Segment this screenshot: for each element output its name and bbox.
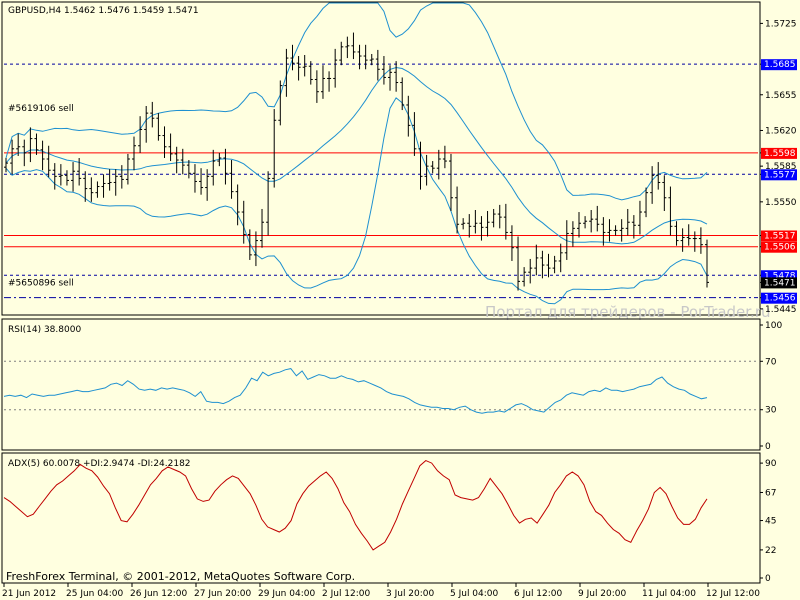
price-tag xyxy=(761,230,797,242)
price-axis-label: 1.5655 xyxy=(765,91,797,101)
price-tag-label: 1.5517 xyxy=(764,231,796,241)
horizontal-lines-group xyxy=(4,63,758,299)
price-axis-label: 1.5445 xyxy=(765,305,797,315)
time-axis-label: 29 Jun 04:00 xyxy=(258,589,315,599)
time-axis-label: 26 Jun 12:00 xyxy=(130,589,187,599)
price-tag xyxy=(761,169,797,181)
time-axis: 21 Jun 2012 25 Jun 04:00 26 Jun 12:00 27 Ju… xyxy=(2,583,760,599)
time-axis-label: 3 Jul 20:00 xyxy=(386,589,435,599)
price-panel: GBPUSD,H4 1.5462 1.5476 1.5459 1.5471 По… xyxy=(1,1,797,321)
adx-line-group xyxy=(3,460,708,551)
time-axis-label: 11 Jul 04:00 xyxy=(642,589,696,599)
adx-panel-title: ADX(5) 60.0078 +DI:2.9474 -DI:24.2182 xyxy=(8,459,191,469)
price-axis-label: 1.5550 xyxy=(765,198,797,208)
rsi-panel-frame xyxy=(1,318,761,451)
rsi-axis-label: 70 xyxy=(765,357,777,367)
bollinger-bands-group xyxy=(5,2,708,305)
price-tag-label: 1.5598 xyxy=(764,149,796,159)
price-tags-group: 1.56851.55981.55771.55171.55061.54781.54… xyxy=(761,59,797,304)
price-tag-label: 1.5577 xyxy=(764,170,796,180)
adx-panel: ADX(5) 60.0078 +DI:2.9474 -DI:24.2182 90… xyxy=(1,452,777,584)
rsi-axis: 100 70 30 0 xyxy=(760,321,782,452)
bollinger-middle-line xyxy=(5,66,708,245)
adx-line xyxy=(3,460,708,551)
bollinger-upper-line xyxy=(5,2,708,201)
price-axis-label: 1.5725 xyxy=(765,19,797,29)
price-tag-label: 1.5506 xyxy=(764,243,796,253)
order-label: #5650896 sell xyxy=(8,278,74,288)
rsi-axis-label: 30 xyxy=(765,406,777,416)
price-tag xyxy=(761,292,797,304)
price-tag xyxy=(761,147,797,159)
price-axis-label: 1.5585 xyxy=(765,162,797,172)
price-tag xyxy=(761,241,797,253)
adx-panel-frame xyxy=(1,452,761,584)
current-price-tag xyxy=(761,277,797,289)
footer-copyright: FreshForex Terminal, © 2001-2012, MetaQu… xyxy=(6,570,355,583)
time-axis-label: 2 Jul 12:00 xyxy=(322,589,371,599)
rsi-line xyxy=(3,368,708,414)
price-tag-label: 1.5478 xyxy=(764,271,796,281)
time-axis-label: 21 Jun 2012 xyxy=(2,589,56,599)
price-axis-label: 1.5620 xyxy=(765,126,797,136)
current-price-tag-label: 1.5471 xyxy=(764,278,796,288)
time-axis-label: 9 Jul 20:00 xyxy=(578,589,627,599)
rsi-line-group xyxy=(3,368,708,414)
adx-axis-label: 0 xyxy=(765,574,771,584)
adx-axis-label: 22 xyxy=(765,546,776,556)
price-tag-label: 1.5685 xyxy=(764,60,796,70)
candles-group xyxy=(4,32,709,291)
time-axis-label: 27 Jun 20:00 xyxy=(194,589,251,599)
price-panel-frame xyxy=(1,1,761,316)
bollinger-lower-line xyxy=(5,97,708,305)
price-tag xyxy=(761,270,797,282)
rsi-levels-group xyxy=(4,360,758,411)
time-axis-label: 6 Jul 12:00 xyxy=(514,589,563,599)
adx-axis: 90 67 45 22 0 xyxy=(760,459,777,584)
watermark: Портал для трейдеров - PorTrader.ru xyxy=(485,303,771,321)
order-labels-group: #5619106 sell #5650896 sell xyxy=(8,104,74,288)
time-axis-label: 25 Jun 04:00 xyxy=(66,589,123,599)
price-tag xyxy=(761,59,797,71)
rsi-panel-title: RSI(14) 38.8000 xyxy=(8,325,81,335)
order-label: #5619106 sell xyxy=(8,104,74,114)
rsi-panel: RSI(14) 38.8000 100 70 30 0 xyxy=(1,318,782,452)
adx-axis-label: 90 xyxy=(765,459,777,469)
time-axis-label: 12 Jul 12:00 xyxy=(706,589,760,599)
time-axis-label: 5 Jul 04:00 xyxy=(450,589,499,599)
rsi-axis-label: 100 xyxy=(765,321,782,331)
adx-axis-label: 45 xyxy=(765,517,776,527)
rsi-axis-label: 0 xyxy=(765,442,771,452)
adx-axis-label: 67 xyxy=(765,488,776,498)
price-tag-label: 1.5456 xyxy=(764,294,796,304)
price-panel-title: GBPUSD,H4 1.5462 1.5476 1.5459 1.5471 xyxy=(8,6,199,16)
